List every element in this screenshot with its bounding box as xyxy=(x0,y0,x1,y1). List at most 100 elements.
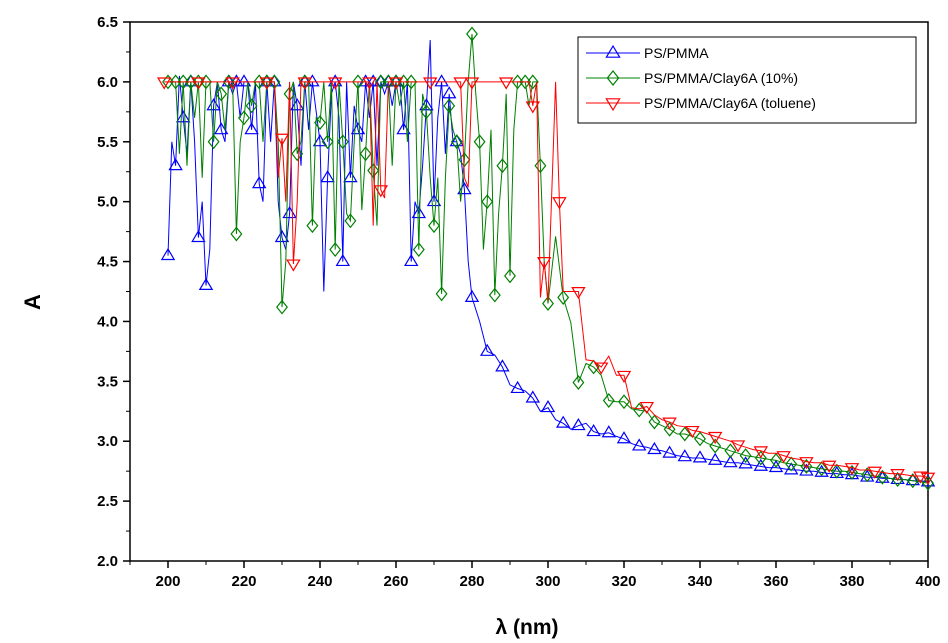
data-point xyxy=(800,458,813,474)
legend-item-3: PS/PMMA/Clay6A (toluene) xyxy=(586,95,816,112)
series-2-line xyxy=(168,33,929,484)
data-point xyxy=(156,77,172,90)
data-point xyxy=(191,77,206,90)
data-point xyxy=(867,466,883,479)
series-1-line xyxy=(167,39,929,483)
data-point xyxy=(466,26,478,42)
data-point xyxy=(891,472,904,488)
legend-label: PS/PMMA xyxy=(644,45,709,61)
data-point xyxy=(678,426,691,442)
data-point xyxy=(175,110,191,123)
data-point xyxy=(479,343,495,356)
data-point xyxy=(616,370,632,384)
data-point xyxy=(586,423,601,437)
legend-item-2: PS/PMMA/Clay6A (10%) xyxy=(586,70,798,86)
legend: PS/PMMA PS/PMMA/Clay6A (10%) PS/PMMA/Clay6… xyxy=(577,36,917,124)
data-point xyxy=(647,441,662,455)
data-point xyxy=(730,440,746,453)
data-point xyxy=(738,456,753,469)
data-point xyxy=(435,286,448,302)
x-tick-label: 200 xyxy=(155,573,180,590)
x-tick-label: 220 xyxy=(231,573,256,590)
data-point xyxy=(191,229,206,243)
data-point xyxy=(677,449,693,462)
data-point xyxy=(662,417,677,430)
x-tick-label: 280 xyxy=(459,573,484,590)
data-point xyxy=(352,74,364,90)
x-tick-label: 240 xyxy=(307,573,332,590)
data-point xyxy=(230,226,243,242)
data-point xyxy=(799,457,814,470)
data-point xyxy=(412,242,425,258)
data-point xyxy=(373,185,389,198)
data-point xyxy=(473,134,486,150)
data-point xyxy=(236,74,252,87)
data-point xyxy=(481,194,494,210)
data-point xyxy=(555,415,571,428)
axes: 200 220 240 260 280 300 320 340 360 380 400 2.0 2.5 3… xyxy=(97,14,940,590)
y-tick-label: 3.5 xyxy=(97,373,118,390)
y-axis-label: A xyxy=(20,294,45,310)
data-point xyxy=(846,464,858,480)
data-point xyxy=(572,375,585,390)
data-point xyxy=(422,77,438,90)
x-tick-label: 380 xyxy=(839,573,864,590)
y-tick-label: 5.5 xyxy=(97,134,118,151)
data-point xyxy=(207,134,220,150)
data-point xyxy=(602,393,615,408)
data-point xyxy=(815,461,828,477)
legend-label: PS/PMMA/Clay6A (toluene) xyxy=(644,95,816,111)
data-point xyxy=(344,213,357,229)
data-point xyxy=(441,86,457,99)
data-point xyxy=(616,431,632,444)
data-point xyxy=(259,77,275,90)
data-point xyxy=(244,122,259,135)
data-point xyxy=(306,218,319,234)
data-point xyxy=(450,134,463,150)
data-point xyxy=(251,176,267,189)
data-point xyxy=(631,438,647,451)
data-point xyxy=(488,287,501,303)
data-point xyxy=(709,438,722,454)
data-point xyxy=(768,459,784,473)
data-point xyxy=(525,390,541,403)
data-point xyxy=(905,473,921,486)
data-point xyxy=(890,469,905,482)
data-point xyxy=(388,77,404,90)
series-group xyxy=(156,26,936,491)
data-point xyxy=(335,253,351,267)
data-point xyxy=(327,77,343,90)
data-point xyxy=(694,431,706,447)
x-tick-label: 320 xyxy=(611,573,636,590)
data-point xyxy=(367,163,380,178)
data-point xyxy=(286,259,301,272)
data-point xyxy=(618,394,630,410)
data-point xyxy=(754,450,767,466)
data-point xyxy=(830,463,843,479)
data-point xyxy=(906,473,919,489)
data-point xyxy=(327,74,343,87)
data-point xyxy=(495,359,510,372)
data-point xyxy=(770,452,782,468)
data-point xyxy=(692,450,708,463)
data-point xyxy=(663,421,676,437)
data-point xyxy=(920,472,936,485)
data-point xyxy=(238,110,250,126)
data-point xyxy=(198,277,214,291)
y-tick-label: 3.0 xyxy=(97,433,118,450)
data-point xyxy=(464,77,480,90)
data-point xyxy=(724,443,737,459)
data-point xyxy=(536,257,552,270)
data-point xyxy=(245,98,258,114)
data-point xyxy=(420,104,433,120)
data-point xyxy=(336,134,349,150)
y-tick-label: 5.0 xyxy=(97,194,118,211)
data-point xyxy=(403,253,419,267)
data-point xyxy=(890,471,905,485)
data-point xyxy=(662,445,677,458)
data-point xyxy=(571,417,586,431)
data-point xyxy=(274,229,290,243)
data-point xyxy=(785,456,798,472)
data-point xyxy=(222,74,235,90)
